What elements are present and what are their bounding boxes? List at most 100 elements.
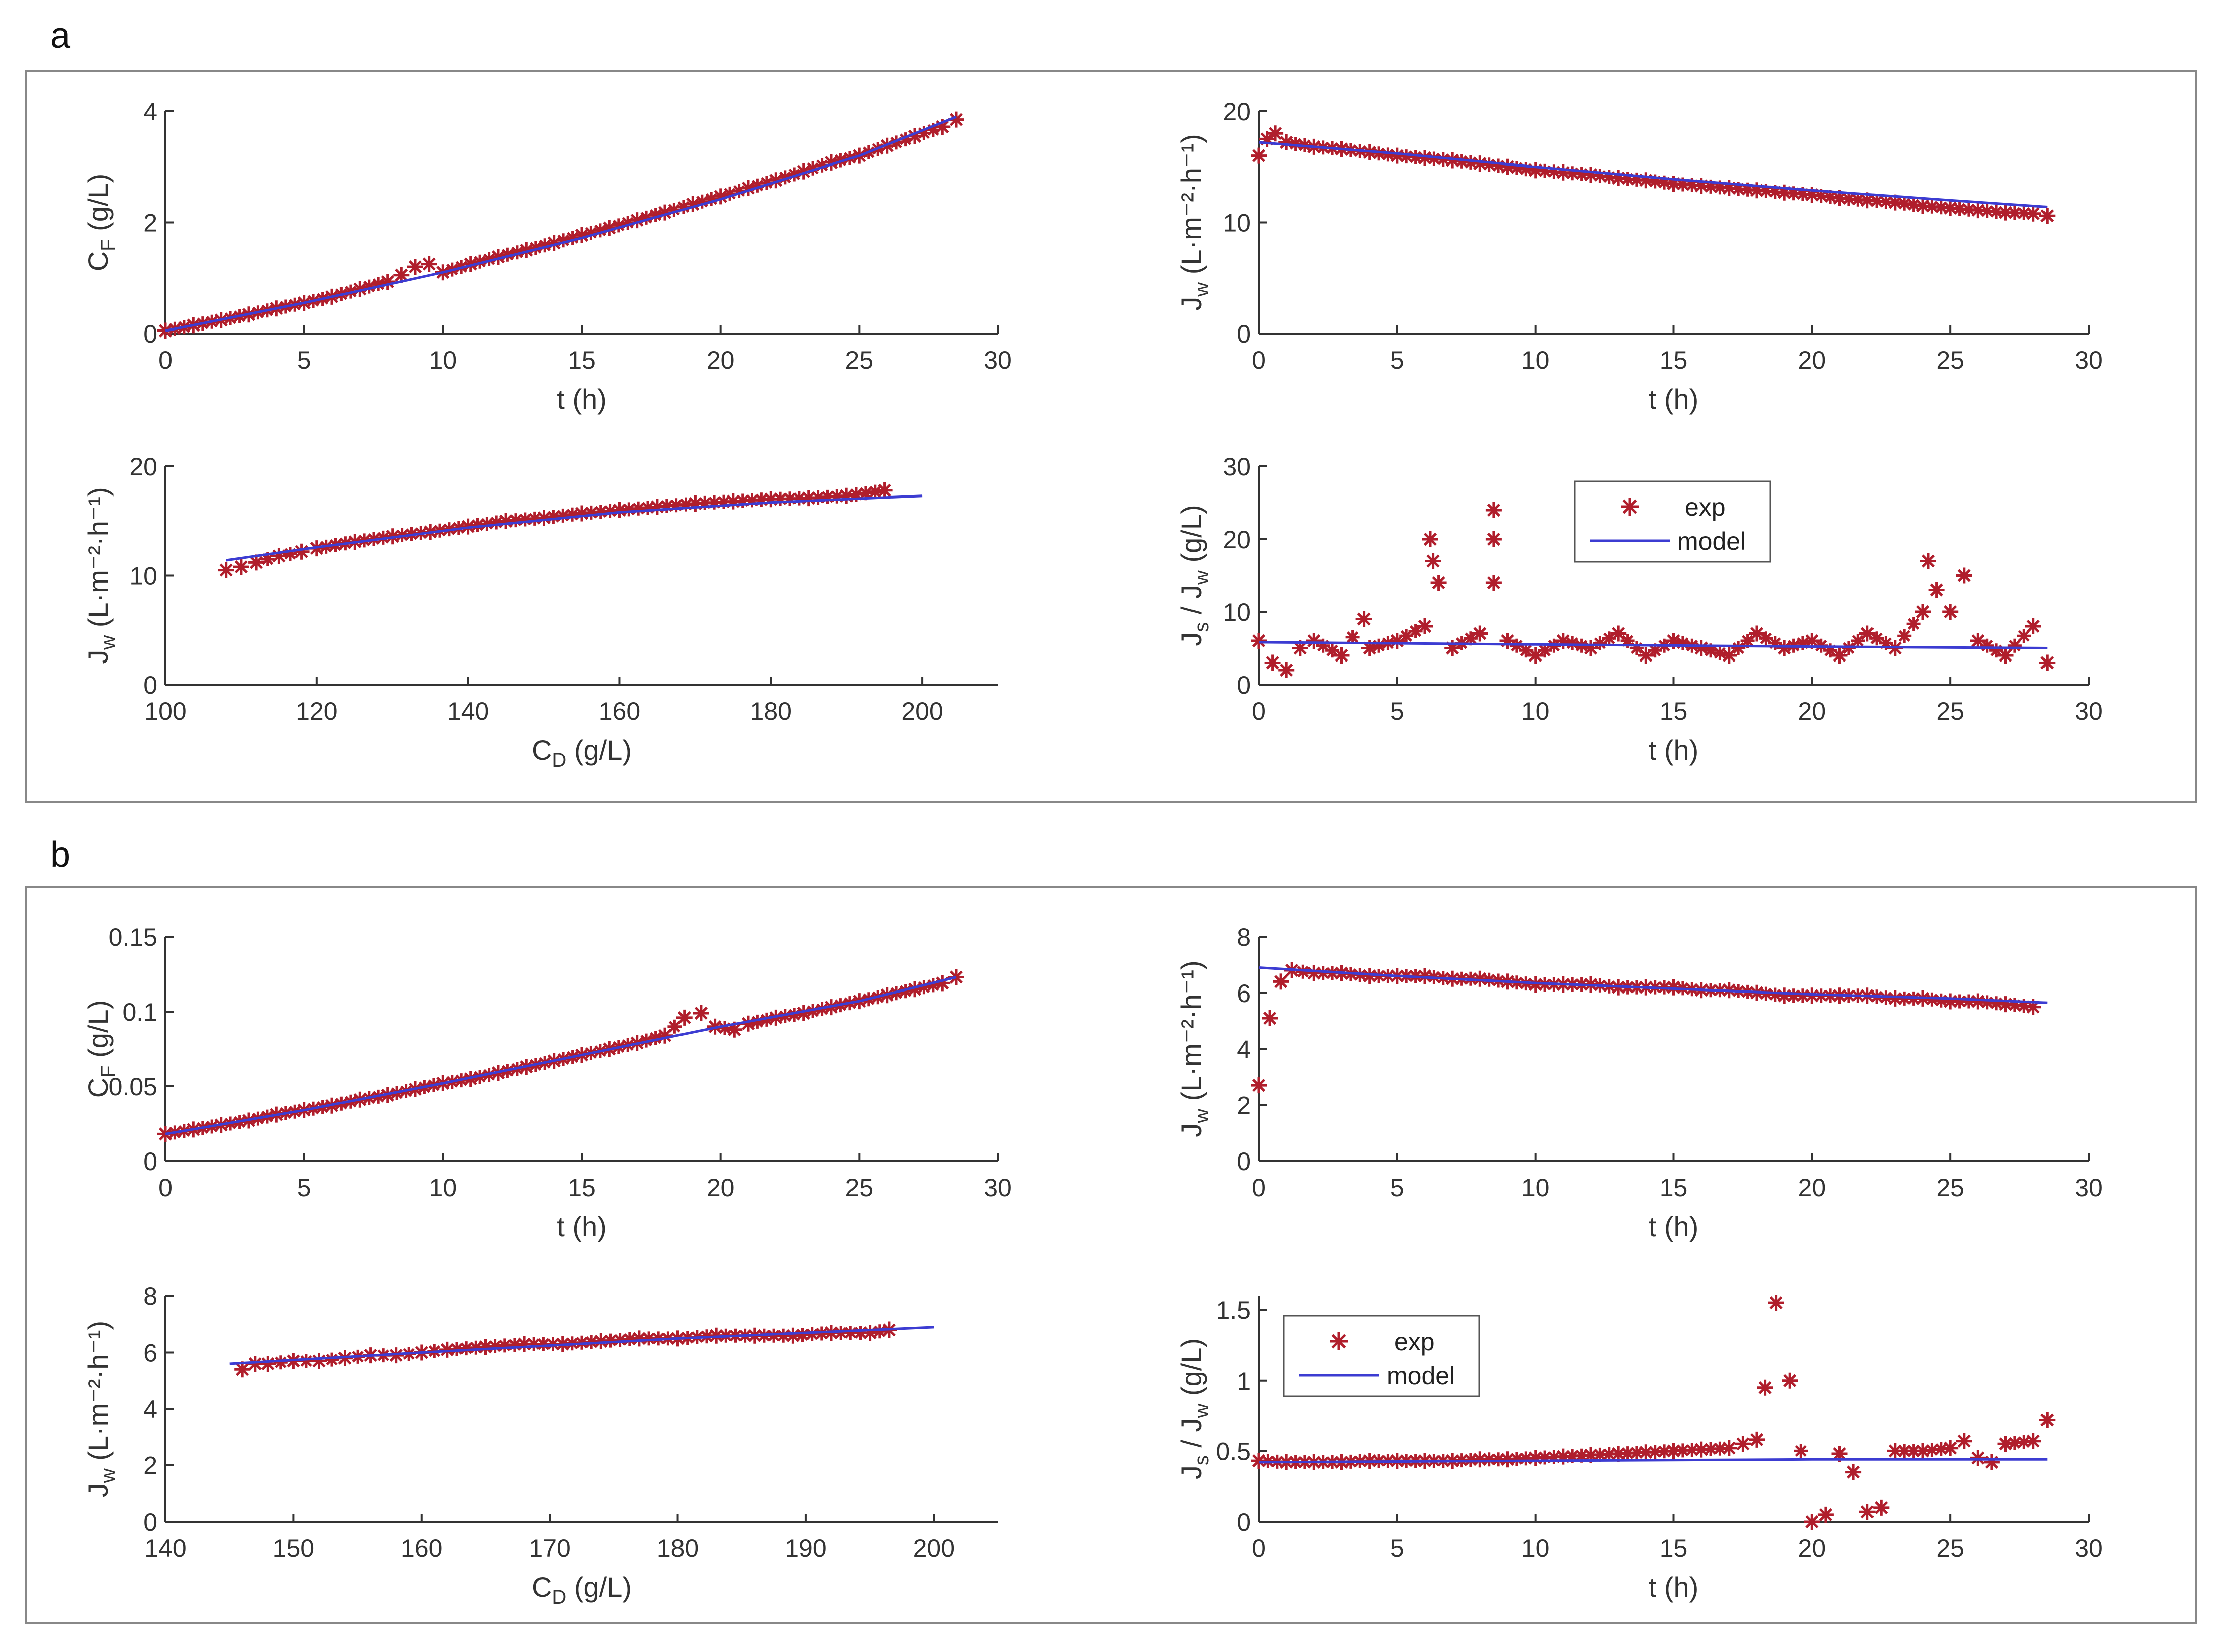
chart-a-bottom-right-exp-point: [1920, 553, 1936, 569]
chart-b-bottom-left-exp-point: [459, 1341, 474, 1356]
chart-a-top-left-x-tick-label: 30: [984, 346, 1012, 374]
chart-b-bottom-right-exp-point: [1648, 1445, 1662, 1459]
chart-b-bottom-right-exp-point: [1610, 1446, 1627, 1462]
chart-b-bottom-left-exp-point: [622, 1332, 637, 1346]
chart-a-top-right-exp-point: [1629, 172, 1644, 187]
chart-a-top-left-x-label-main: t (h): [557, 383, 607, 415]
chart-a-top-left-x-tick-label: 10: [429, 346, 457, 374]
chart-b-bottom-right-exp-point: [1519, 1451, 1534, 1466]
chart-a-bottom-right-y-label-sub: s: [1190, 622, 1213, 632]
chart-b-top-left-exp-point: [926, 978, 940, 993]
chart-a-top-left-exp-point: [787, 167, 802, 182]
chart-b-top-right-exp-point: [1296, 964, 1310, 979]
chart-b-bottom-left-x-label-suffix: (g/L): [566, 1571, 632, 1603]
chart-a-bottom-left-exp-point: [593, 505, 608, 519]
chart-a-bottom-right-exp-point: [1602, 631, 1616, 646]
chart-b-top-left-y-label-suffix: (g/L): [82, 1000, 114, 1066]
chart-b-top-right-exp-point: [1527, 976, 1544, 993]
chart-b-bottom-left-x-tick-label: 170: [529, 1534, 570, 1562]
chart-a-bottom-right-exp-point: [1989, 643, 2004, 658]
chart-a-top-right-exp-point: [2017, 206, 2031, 220]
chart-a-top-right-exp-point: [1768, 185, 1782, 199]
chart-a-bottom-left-exp-point: [641, 501, 655, 515]
chart-a-bottom-right-exp-point: [1859, 625, 1876, 642]
chart-b-top-right-x-tick-label: 0: [1252, 1174, 1266, 1202]
chart-a-top-right-exp-point: [1399, 149, 1414, 164]
chart-a-top-right-x-tick-label: 10: [1521, 346, 1550, 374]
chart-b-bottom-left-exp-point: [273, 1355, 288, 1370]
panel-b-frame: [25, 886, 2197, 1624]
chart-b-bottom-right-exp-point: [1859, 1504, 1876, 1520]
chart-a-top-left-exp-point: [473, 254, 487, 269]
chart-b-bottom-right-y-tick-label: 1.5: [1216, 1296, 1251, 1325]
chart-a-top-right-exp-point: [1288, 137, 1303, 151]
chart-a-bottom-left-exp-point: [687, 495, 704, 512]
chart-b-top-left-x-tick-label: 20: [707, 1174, 735, 1202]
chart-a-bottom-right-legend: exp model: [1574, 480, 1771, 563]
chart-b-bottom-left-y-label: Jw (L·m⁻²·h⁻¹): [82, 1320, 119, 1497]
chart-b-bottom-right-exp-point: [2039, 1412, 2056, 1428]
chart-a-bottom-right-x-tick-label: 30: [2075, 697, 2103, 725]
chart-b-bottom-left-exp-point: [593, 1333, 609, 1349]
chart-b-bottom-left-exp-point: [767, 1328, 781, 1343]
chart-b-bottom-left-exp-point: [507, 1338, 522, 1352]
chart-a-top-left-y-label-suffix: (g/L): [82, 174, 114, 239]
chart-a-bottom-left-x-label-sub: D: [552, 749, 566, 771]
chart-a-bottom-right-exp-point: [1776, 640, 1793, 656]
chart-a-bottom-right-exp-point: [1675, 636, 1690, 650]
chart-b-bottom-left-x-label-sub: D: [552, 1586, 566, 1608]
chart-b-bottom-right-exp-point: [1693, 1441, 1710, 1458]
chart-a-bottom-left-exp-point: [546, 510, 561, 524]
chart-a-top-right-exp-point: [1509, 161, 1524, 175]
chart-a-bottom-left-y-label: Jw (L·m⁻²·h⁻¹): [82, 487, 119, 664]
chart-a-top-left-model-line: [165, 115, 957, 332]
panel-label-b: b: [50, 835, 70, 875]
chart-a-bottom-right-y-tick-label: 10: [1223, 598, 1251, 626]
chart-b-bottom-right-x-tick-label: 0: [1252, 1534, 1266, 1562]
chart-b-bottom-right-y-label-suffix: (g/L): [1175, 1338, 1207, 1404]
chart-a-bottom-right-exp-point: [1906, 617, 1921, 631]
chart-b-bottom-right-exp-point: [1675, 1443, 1690, 1458]
chart-b-bottom-right-exp-point: [1983, 1454, 2000, 1470]
chart-b-top-left-exp-point: [917, 980, 931, 995]
chart-b-top-right-exp-point: [2017, 999, 2031, 1013]
chart-b-bottom-right-exp-point: [1593, 1447, 1607, 1462]
chart-a-bottom-right-exp-point: [1897, 629, 1912, 643]
chart-b-bottom-right-exp-point: [2017, 1435, 2031, 1449]
chart-a-top-left-exp-point: [421, 256, 437, 272]
chart-b-bottom-right-x-label-main: t (h): [1649, 1571, 1699, 1603]
chart-b-bottom-left-exp-point: [642, 1331, 656, 1346]
chart-a-top-right-exp-point: [1463, 155, 1478, 170]
chart-b-top-right-exp-point: [1316, 966, 1330, 980]
chart-b-bottom-left-exp-point: [450, 1342, 464, 1356]
chart-b-bottom-left-exp-point: [299, 1354, 313, 1368]
chart-a-bottom-right-exp-point: [1970, 633, 1986, 649]
chart-b-top-right-exp-point: [1776, 987, 1793, 1004]
chart-a-bottom-left-exp-point: [876, 482, 893, 499]
chart-a-bottom-left-exp-point: [480, 517, 494, 531]
chart-a-bottom-right-x-tick-label: 5: [1390, 697, 1404, 725]
chart-a-top-right-exp-point: [1814, 189, 1828, 203]
chart-a-top-left-exp-point: [490, 249, 506, 265]
chart-a-bottom-right-exp-point: [1768, 636, 1782, 650]
chart-b-top-right-x-label-main: t (h): [1649, 1211, 1699, 1242]
chart-b-bottom-right-x-tick-label: 5: [1390, 1534, 1404, 1562]
chart-b-top-right-exp-point: [1925, 992, 1939, 1007]
chart-b-bottom-left-exp-point: [477, 1339, 494, 1355]
chart-a-top-left-exp-point: [565, 231, 580, 245]
chart-a-bottom-right-exp-point: [2025, 618, 2041, 634]
chart-a-top-right-exp-point: [1565, 166, 1580, 181]
chart-b-bottom-left-exp-point: [325, 1352, 339, 1367]
chart-a-bottom-right-exp-point: [1620, 634, 1635, 648]
chart-b-top-right-exp-point: [1361, 968, 1378, 984]
chart-a-top-right-exp-point: [1831, 190, 1848, 206]
chart-b-bottom-left-exp-point: [613, 1333, 627, 1347]
chart-a-bottom-left-exp-point: [830, 489, 844, 504]
chart-a-top-right-x-tick-label: 20: [1798, 346, 1826, 374]
chart-b-top-right-exp-point: [1997, 996, 2014, 1013]
chart-b-bottom-right-exp-point: [1538, 1450, 1552, 1465]
chart-a-top-right-exp-point: [1610, 170, 1627, 186]
chart-b-bottom-right-legend-exp-label: exp: [1394, 1328, 1435, 1356]
chart-b-bottom-right-x-tick-label: 30: [2075, 1534, 2103, 1562]
